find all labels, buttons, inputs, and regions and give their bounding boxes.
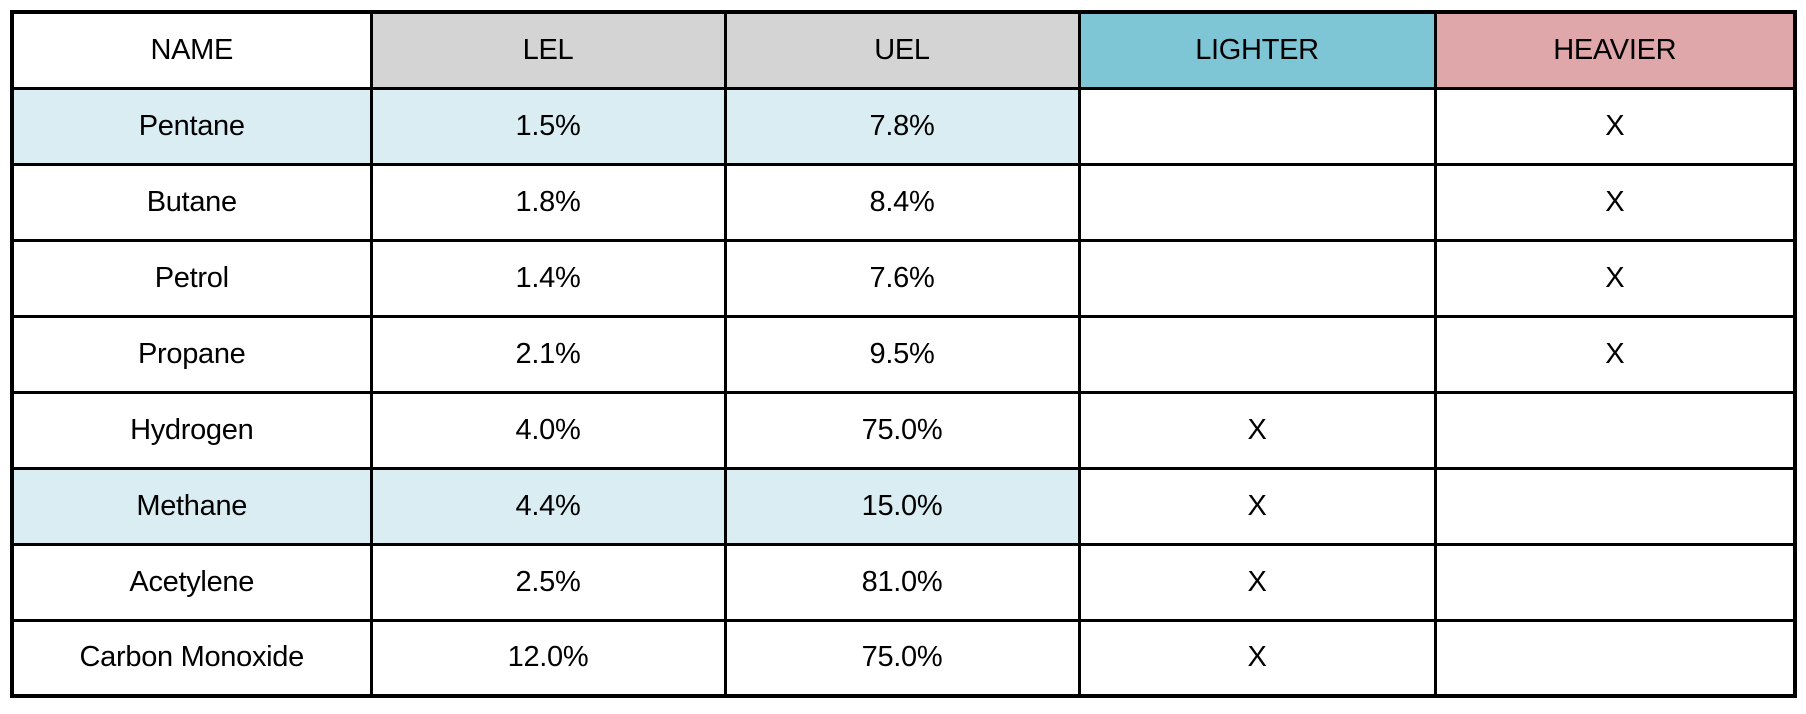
cell-lighter: X [1077, 466, 1437, 546]
cell-lighter [1077, 314, 1437, 394]
column-header-heavier: HEAVIER [1433, 10, 1797, 90]
cell-lighter: X [1077, 618, 1437, 698]
cell-name: Hydrogen [10, 390, 373, 470]
column-header-lighter: LIGHTER [1077, 10, 1437, 90]
table-row-methane: Methane 4.4% 15.0% X [10, 466, 1797, 546]
column-header-lel: LEL [369, 10, 727, 90]
table-row-acetylene: Acetylene 2.5% 81.0% X [10, 542, 1797, 622]
cell-uel: 7.8% [723, 86, 1081, 166]
cell-name: Pentane [10, 86, 373, 166]
cell-heavier [1433, 618, 1797, 698]
cell-uel: 15.0% [723, 466, 1081, 546]
cell-heavier: X [1433, 314, 1797, 394]
table-row-petrol: Petrol 1.4% 7.6% X [10, 238, 1797, 318]
cell-uel: 75.0% [723, 618, 1081, 698]
cell-lel: 12.0% [369, 618, 727, 698]
column-header-name: NAME [10, 10, 373, 90]
cell-name: Petrol [10, 238, 373, 318]
cell-name: Acetylene [10, 542, 373, 622]
cell-lighter [1077, 86, 1437, 166]
table-row-hydrogen: Hydrogen 4.0% 75.0% X [10, 390, 1797, 470]
cell-uel: 75.0% [723, 390, 1081, 470]
cell-heavier [1433, 390, 1797, 470]
table-row-pentane: Pentane 1.5% 7.8% X [10, 86, 1797, 166]
cell-name: Butane [10, 162, 373, 242]
explosive-limits-table: NAME LEL UEL LIGHTER HEAVIER Pentane 1.5… [10, 10, 1797, 698]
cell-lel: 2.5% [369, 542, 727, 622]
cell-uel: 9.5% [723, 314, 1081, 394]
cell-uel: 81.0% [723, 542, 1081, 622]
cell-lel: 4.4% [369, 466, 727, 546]
cell-lel: 1.8% [369, 162, 727, 242]
cell-heavier [1433, 466, 1797, 546]
cell-heavier: X [1433, 162, 1797, 242]
cell-name: Propane [10, 314, 373, 394]
table-row-carbon-monoxide: Carbon Monoxide 12.0% 75.0% X [10, 618, 1797, 698]
cell-heavier [1433, 542, 1797, 622]
cell-lighter: X [1077, 542, 1437, 622]
header-row: NAME LEL UEL LIGHTER HEAVIER [10, 10, 1797, 90]
cell-heavier: X [1433, 238, 1797, 318]
cell-heavier: X [1433, 86, 1797, 166]
cell-lighter [1077, 162, 1437, 242]
column-header-uel: UEL [723, 10, 1081, 90]
cell-lel: 4.0% [369, 390, 727, 470]
cell-lel: 2.1% [369, 314, 727, 394]
cell-uel: 7.6% [723, 238, 1081, 318]
cell-lel: 1.4% [369, 238, 727, 318]
cell-uel: 8.4% [723, 162, 1081, 242]
cell-name: Carbon Monoxide [10, 618, 373, 698]
cell-lighter: X [1077, 390, 1437, 470]
cell-name: Methane [10, 466, 373, 546]
table-row-butane: Butane 1.8% 8.4% X [10, 162, 1797, 242]
table-row-propane: Propane 2.1% 9.5% X [10, 314, 1797, 394]
cell-lighter [1077, 238, 1437, 318]
cell-lel: 1.5% [369, 86, 727, 166]
